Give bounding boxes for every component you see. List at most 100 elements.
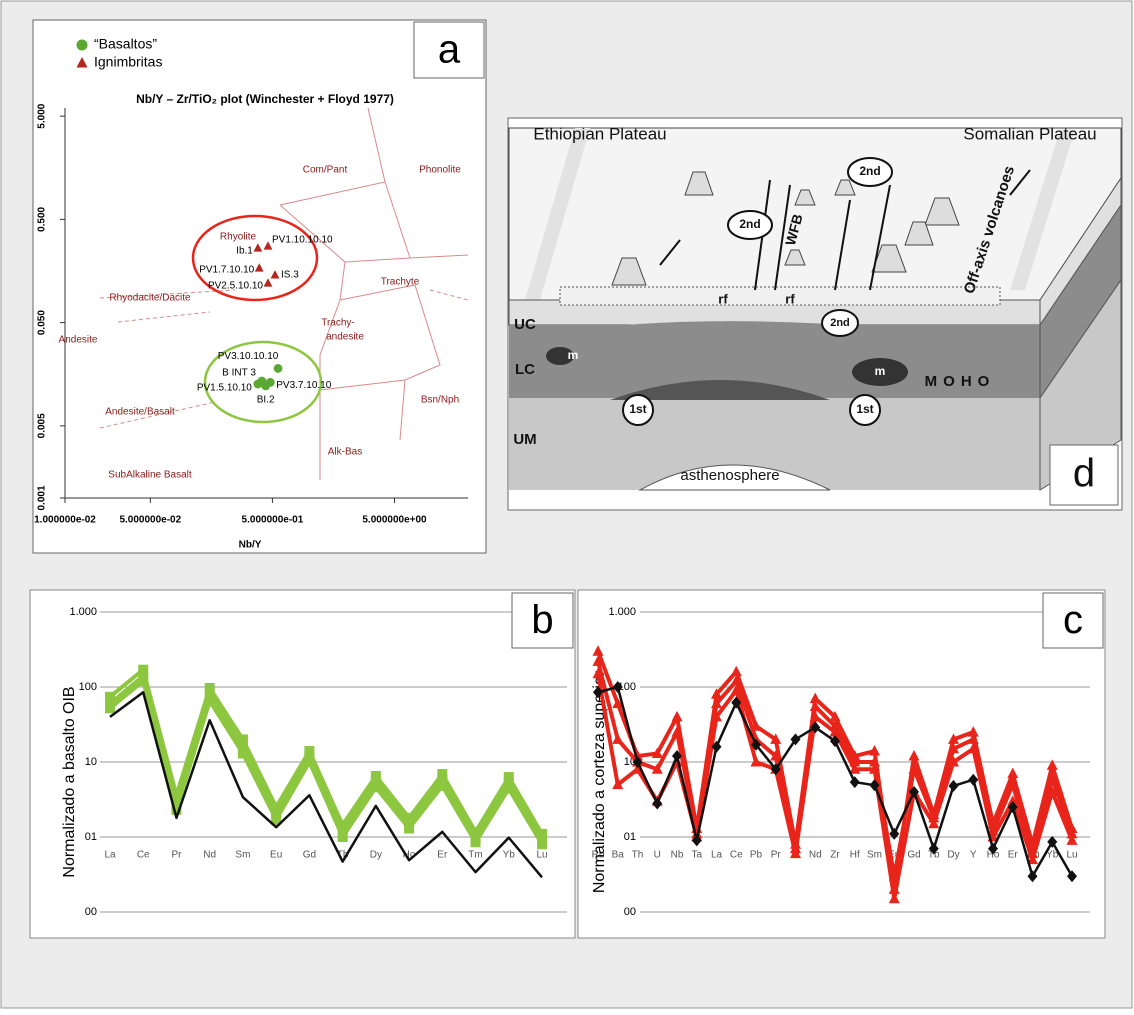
x-tick-label: Yb (503, 850, 516, 861)
data-point (304, 757, 315, 767)
escarpment (525, 128, 590, 300)
field-label: Phonolite (419, 165, 461, 176)
data-point (370, 782, 381, 793)
data-point (592, 667, 604, 679)
data-point (612, 733, 624, 744)
diagram-label: Ethiopian Plateau (533, 124, 666, 143)
x-tick-label: Lu (1066, 850, 1077, 861)
x-tick-label: Eu (888, 850, 900, 861)
data-point (370, 776, 381, 787)
x-tick-label: Gd (907, 850, 920, 861)
y-tick-label: 100 (618, 681, 636, 693)
data-point (370, 771, 381, 782)
chart-title: Nb/Y – Zr/TiO₂ plot (Winchester + Floyd … (136, 92, 394, 106)
point-label: B INT 3 (222, 368, 256, 379)
data-point (948, 742, 959, 754)
x-tick-label: Hf (850, 850, 860, 861)
data-point (651, 747, 663, 758)
field-label: Rhyolite (220, 232, 257, 243)
data-point (967, 726, 979, 737)
data-point (790, 847, 801, 859)
arrow (659, 239, 681, 266)
data-point (138, 676, 149, 687)
series-line (108, 667, 544, 835)
y-tick-label: 00 (624, 906, 636, 918)
data-point (171, 804, 182, 815)
data-point (1007, 778, 1019, 790)
data-point (809, 692, 821, 704)
magma-chamber (852, 358, 908, 386)
data-point (731, 696, 742, 709)
data-point (254, 263, 264, 272)
x-tick-label: Sm (235, 850, 250, 861)
data-point (612, 681, 623, 693)
legend-marker (76, 39, 88, 51)
panel-letter-box (1042, 592, 1104, 649)
data-point (968, 773, 979, 786)
data-point (948, 733, 959, 744)
data-point (593, 686, 603, 699)
data-point (271, 814, 282, 825)
data-point (470, 832, 481, 842)
panel-letter-box (511, 592, 574, 649)
diagram-label: 2nd (859, 164, 880, 178)
point-label: BI.2 (257, 395, 275, 406)
volcano (834, 179, 856, 196)
escarpment (1010, 130, 1075, 290)
y-tick-label: 0.500 (37, 206, 48, 231)
field-label: Trachy- (321, 318, 355, 329)
diagram-label: MOHO (925, 373, 996, 390)
data-point (1007, 767, 1019, 779)
field-label: andesite (326, 332, 364, 343)
data-point (404, 823, 415, 834)
data-point (889, 827, 900, 840)
x-tick-label: Th (632, 850, 644, 861)
data-point (988, 842, 998, 855)
data-point (171, 790, 182, 801)
data-point (503, 783, 514, 794)
volcano (794, 189, 816, 206)
data-point (204, 696, 215, 707)
data-point (470, 837, 481, 848)
field-boundaries (99, 107, 469, 480)
x-tick-label: Ta (691, 850, 702, 861)
data-point (671, 710, 683, 722)
data-point (503, 772, 514, 783)
data-point (271, 802, 282, 813)
boundary (319, 261, 346, 480)
circle (727, 210, 773, 240)
field-label: Andesite (59, 335, 98, 346)
data-point (470, 826, 481, 837)
data-point (437, 780, 448, 791)
x-tick-label: Pr (771, 850, 782, 861)
data-point (261, 381, 271, 391)
x-axis-label: Nb/Y (239, 540, 262, 551)
ignimbrite-ellipse (191, 214, 319, 302)
data-point (273, 364, 283, 373)
fault (869, 184, 891, 291)
y-tick-label: 1.000 (69, 606, 97, 618)
data-point (304, 746, 315, 757)
data-point (928, 842, 939, 855)
data-point (869, 745, 880, 756)
x-tick-label: Er (1008, 850, 1019, 861)
data-point (869, 779, 880, 792)
y-axis-label: Normalizado a corteza superior (591, 670, 608, 893)
data-point (750, 756, 762, 767)
data-point (928, 817, 940, 829)
boundary (384, 181, 411, 259)
data-point (909, 785, 919, 798)
panel-letter: c (1063, 598, 1083, 642)
asthenosphere-bump (638, 464, 831, 491)
diagram-label: 1st (629, 402, 646, 416)
x-tick-label: Lu (536, 850, 547, 861)
point-label: PV1.5.10.10 (197, 383, 252, 394)
data-point (1027, 853, 1038, 865)
data-point (1007, 795, 1019, 806)
data-point (632, 763, 643, 774)
arrow (1009, 169, 1031, 196)
point-label: Ib.1 (236, 246, 253, 257)
panel-c-frame (577, 589, 1106, 939)
data-point (632, 756, 643, 768)
